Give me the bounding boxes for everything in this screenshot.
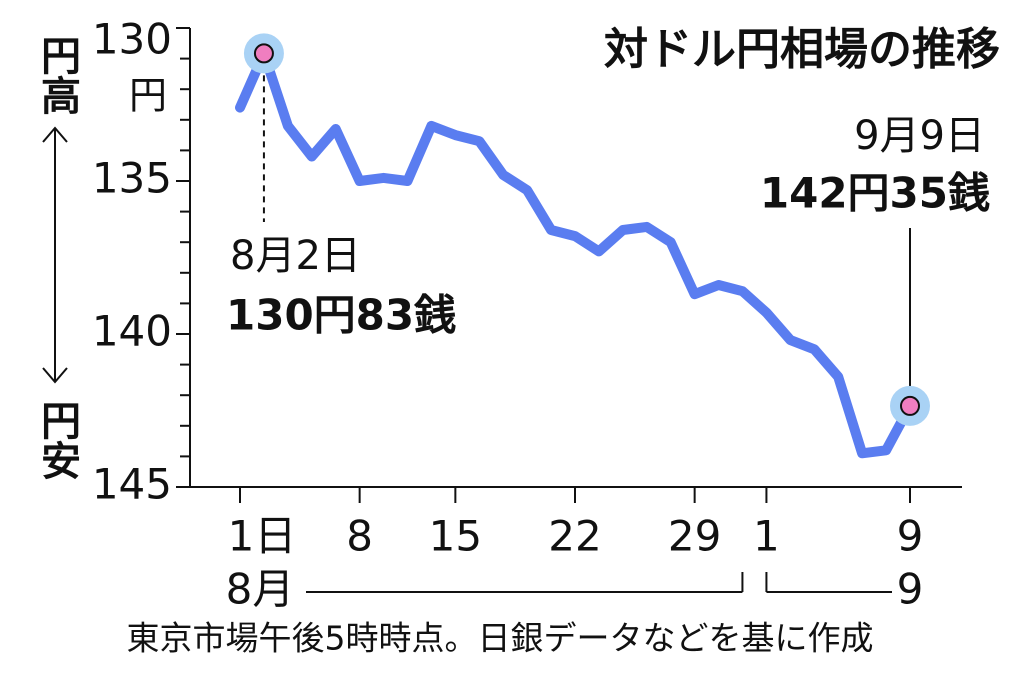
month-label: 8月 [226,565,295,614]
footnote: 東京市場午後5時時点。日銀データなどを基に作成 [127,619,874,658]
x-tick-label: 22 [548,512,601,561]
price-line [235,48,915,459]
y-low-label: 円安 [34,400,80,480]
highlight-point [900,395,920,416]
y-tick-label: 140 [92,307,172,356]
y-tick-label: 130 [92,15,172,64]
y-tick-label: 135 [92,154,172,203]
y-high-label: 円高 [34,35,80,115]
annotation-date: 9月9日 [854,113,985,159]
highlight-point [253,43,274,64]
direction-arrow [42,126,68,384]
x-tick-label: 29 [668,512,721,561]
y-tick-label: 145 [92,460,172,509]
x-tick-label: 1日 [228,512,297,561]
annotation-date: 8月2日 [230,233,361,279]
x-tick-label: 15 [429,512,482,561]
x-tick-label: 9 [897,512,924,561]
y-unit: 円 [129,74,167,118]
annotation-value: 130円83銭 [226,291,456,340]
month-label: 9 [897,565,924,614]
x-tick-label: 1 [753,512,780,561]
chart-title: 対ドル円相場の推移 [604,24,1000,75]
annotation-value: 142円35銭 [760,169,990,218]
x-tick-label: 8 [346,512,373,561]
